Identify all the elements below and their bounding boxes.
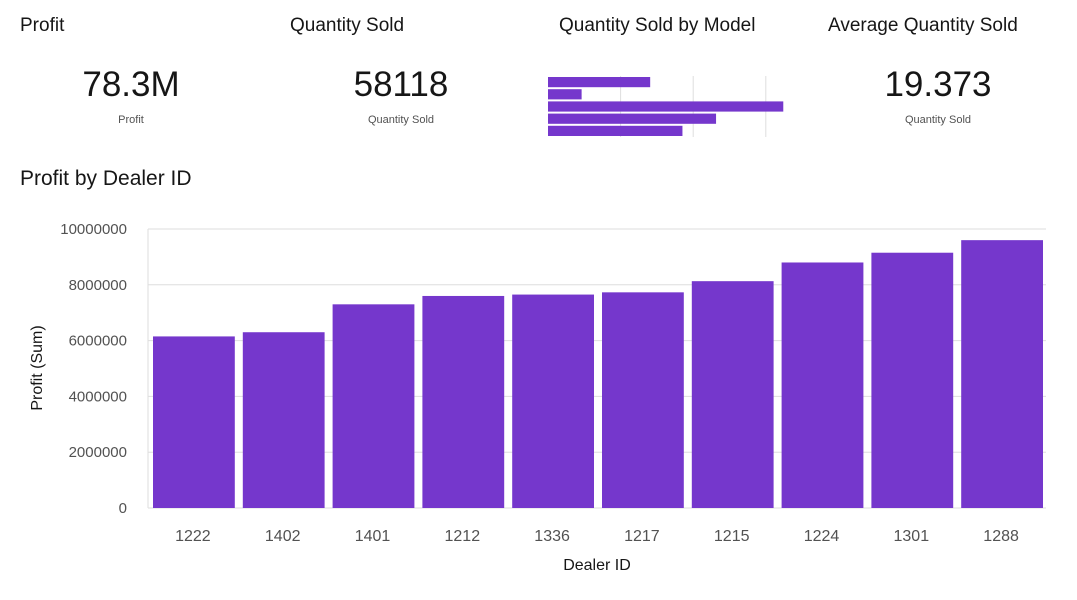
bar-dealer-1402	[242, 332, 325, 508]
profit-kpi-value: 78.3M	[82, 65, 180, 104]
x-tick-label: 1336	[534, 528, 570, 545]
profit-kpi-caption: Profit	[118, 114, 144, 126]
x-tick-label: 1288	[983, 528, 1019, 545]
y-tick-label: 2000000	[69, 444, 127, 461]
profit-kpi-title: Profit	[20, 15, 65, 36]
bar-dealer-1222	[153, 336, 235, 508]
average-quantity-kpi-caption: Quantity Sold	[904, 114, 972, 126]
mini-bar-0	[548, 77, 651, 88]
profit-by-dealer-title: Profit by Dealer ID	[20, 167, 192, 190]
x-tick-label: 1217	[624, 528, 660, 545]
x-tick-label: 1402	[265, 528, 301, 545]
bar-dealer-1301	[871, 252, 954, 508]
mini-bar-4	[548, 125, 683, 136]
average-quantity-kpi-title: Average Quantity Sold	[828, 15, 1018, 36]
mini-bar-2	[548, 101, 784, 112]
mini-bar-3	[548, 113, 717, 124]
x-tick-label: 1222	[175, 528, 211, 545]
quantity-by-model-chart	[548, 76, 784, 137]
y-tick-label: 4000000	[69, 388, 127, 405]
y-tick-label: 0	[119, 500, 127, 517]
quantity-by-model-title: Quantity Sold by Model	[559, 15, 756, 36]
bar-dealer-1212	[422, 295, 505, 508]
x-tick-label: 1301	[894, 528, 930, 545]
x-tick-label: 1401	[355, 528, 391, 545]
y-tick-label: 6000000	[69, 333, 127, 350]
y-tick-label: 10000000	[60, 221, 127, 238]
x-axis-label: Dealer ID	[563, 557, 631, 574]
x-tick-label: 1212	[445, 528, 481, 545]
bar-dealer-1224	[781, 262, 864, 508]
bar-dealer-1401	[332, 304, 415, 508]
quantity-sold-kpi-caption: Quantity Sold	[367, 114, 435, 126]
bar-dealer-1217	[602, 292, 684, 508]
y-tick-label: 8000000	[69, 277, 127, 294]
mini-bar-1	[548, 89, 582, 100]
y-axis-label: Profit (Sum)	[29, 325, 46, 410]
quantity-sold-kpi-title: Quantity Sold	[290, 15, 405, 36]
average-quantity-kpi-value: 19.373	[884, 65, 992, 104]
profit-by-dealer-chart: 0 2000000 4000000 6000000 8000000 10000000 122…	[29, 221, 1046, 574]
bar-dealer-1288	[961, 240, 1043, 508]
bar-dealer-1336	[512, 294, 594, 508]
x-tick-label: 1215	[714, 528, 750, 545]
bar-dealer-1215	[691, 281, 774, 508]
x-tick-label: 1224	[804, 528, 840, 545]
quantity-sold-kpi-value: 58118	[353, 65, 449, 104]
